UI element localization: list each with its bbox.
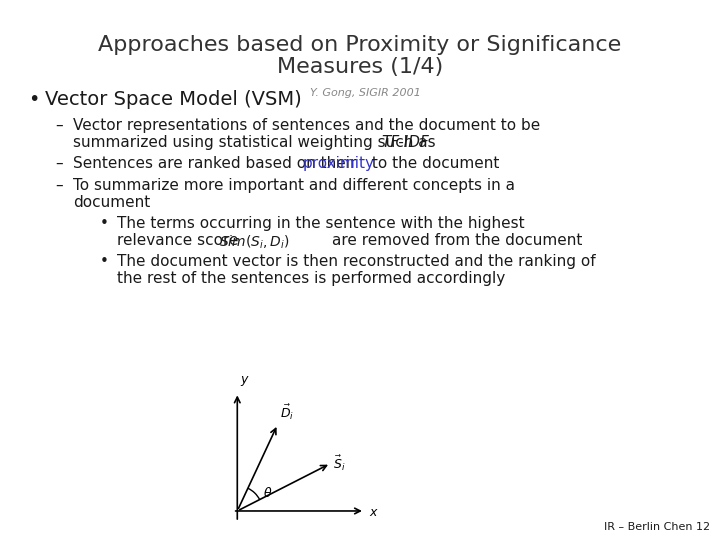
Text: IR – Berlin Chen 12: IR – Berlin Chen 12 <box>604 522 710 532</box>
Text: The document vector is then reconstructed and the ranking of: The document vector is then reconstructe… <box>117 254 595 269</box>
Text: TF-IDF: TF-IDF <box>381 135 428 150</box>
Text: to the document: to the document <box>367 156 500 171</box>
Text: the rest of the sentences is performed accordingly: the rest of the sentences is performed a… <box>117 271 505 286</box>
Text: To summarize more important and different concepts in a: To summarize more important and differen… <box>73 178 515 193</box>
Text: $\mathit{Sim}(S_i, D_i)$: $\mathit{Sim}(S_i, D_i)$ <box>219 234 289 252</box>
Text: $y$: $y$ <box>240 374 250 388</box>
Text: summarized using statistical weighting such as: summarized using statistical weighting s… <box>73 135 441 150</box>
Text: proximity: proximity <box>303 156 375 171</box>
Text: –: – <box>55 178 63 193</box>
Text: Vector representations of sentences and the document to be: Vector representations of sentences and … <box>73 118 540 133</box>
Text: $\vec{D}_i$: $\vec{D}_i$ <box>281 403 294 422</box>
Text: •: • <box>28 90 40 109</box>
Text: $x$: $x$ <box>369 507 379 519</box>
Text: Y. Gong, SIGIR 2001: Y. Gong, SIGIR 2001 <box>310 88 421 98</box>
Text: are removed from the document: are removed from the document <box>332 233 582 248</box>
Text: Vector Space Model (VSM): Vector Space Model (VSM) <box>45 90 302 109</box>
Text: –: – <box>55 156 63 171</box>
Text: $\theta$: $\theta$ <box>263 486 272 500</box>
Text: Approaches based on Proximity or Significance: Approaches based on Proximity or Signifi… <box>99 35 621 55</box>
Text: $\vec{S}_i$: $\vec{S}_i$ <box>333 454 346 473</box>
Text: –: – <box>55 118 63 133</box>
Text: document: document <box>73 195 150 210</box>
Text: relevance score: relevance score <box>117 233 238 248</box>
Text: Measures (1/4): Measures (1/4) <box>277 57 443 77</box>
Text: •: • <box>100 216 109 231</box>
Text: Sentences are ranked based on their: Sentences are ranked based on their <box>73 156 361 171</box>
Text: The terms occurring in the sentence with the highest: The terms occurring in the sentence with… <box>117 216 525 231</box>
Text: •: • <box>100 254 109 269</box>
